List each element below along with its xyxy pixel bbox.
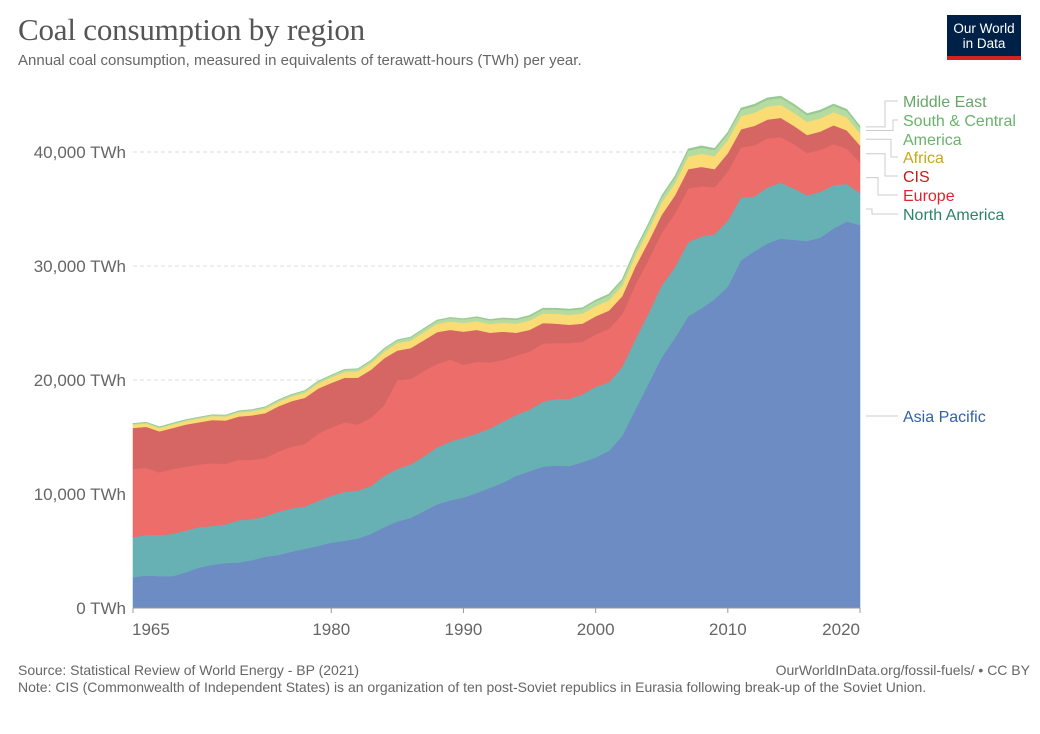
y-tick-label: 30,000 TWh bbox=[34, 257, 126, 276]
legend-label-cis[interactable]: CIS bbox=[903, 169, 930, 186]
logo-line-1: Our World bbox=[953, 21, 1015, 36]
legend-label-middle-east[interactable]: Middle East bbox=[903, 94, 987, 111]
owid-logo[interactable]: Our World in Data bbox=[947, 15, 1021, 60]
legend-label-south-central-america[interactable]: America bbox=[903, 132, 962, 149]
legend-connector-africa bbox=[866, 138, 898, 158]
x-tick-label: 2000 bbox=[577, 620, 615, 639]
y-tick-label: 40,000 TWh bbox=[34, 143, 126, 162]
legend-connector-middle-east bbox=[866, 100, 898, 128]
chart-subtitle: Annual coal consumption, measured in equ… bbox=[18, 52, 582, 69]
legend-connector-europe bbox=[866, 177, 898, 196]
x-tick-label: 1980 bbox=[312, 620, 350, 639]
x-axis: 1965 1980 1990 2000 2010 2020 bbox=[132, 607, 861, 639]
x-tick-label: 2020 bbox=[822, 620, 860, 639]
x-tick-label: 2010 bbox=[709, 620, 747, 639]
legend-label-asia-pacific[interactable]: Asia Pacific bbox=[903, 409, 986, 426]
x-tick-label: 1965 bbox=[132, 620, 170, 639]
logo-accent-bar bbox=[947, 56, 1021, 60]
legend-connector-cis bbox=[866, 153, 898, 177]
legend-connector-south-central-america bbox=[866, 119, 898, 131]
logo-line-2: in Data bbox=[962, 36, 1006, 51]
legend-label-south-central-america[interactable]: South & Central bbox=[903, 113, 1016, 130]
y-tick-label: 0 TWh bbox=[76, 599, 126, 618]
source-text: Source: Statistical Review of World Ener… bbox=[18, 662, 360, 678]
legend-connector-north-america bbox=[866, 208, 898, 215]
legend-label-europe[interactable]: Europe bbox=[903, 188, 955, 205]
y-tick-label: 10,000 TWh bbox=[34, 485, 126, 504]
x-tick-label: 1990 bbox=[445, 620, 483, 639]
chart-title: Coal consumption by region bbox=[18, 12, 365, 47]
area-middle-east[interactable] bbox=[132, 95, 861, 428]
license-link[interactable]: OurWorldInData.org/fossil-fuels/ • CC BY bbox=[775, 662, 1030, 678]
area-layers bbox=[132, 95, 861, 609]
stacked-area-chart: 0 TWh 10,000 TWh 20,000 TWh 30,000 TWh 40,00… bbox=[34, 94, 1016, 639]
legend-label-north-america[interactable]: North America bbox=[903, 207, 1004, 224]
y-tick-label: 20,000 TWh bbox=[34, 371, 126, 390]
note-text: Note: CIS (Commonwealth of Independent S… bbox=[18, 679, 927, 695]
y-axis: 0 TWh 10,000 TWh 20,000 TWh 30,000 TWh 40,00… bbox=[34, 143, 126, 618]
footer: Source: Statistical Review of World Ener… bbox=[18, 662, 1030, 696]
legend-label-africa[interactable]: Africa bbox=[903, 150, 944, 167]
